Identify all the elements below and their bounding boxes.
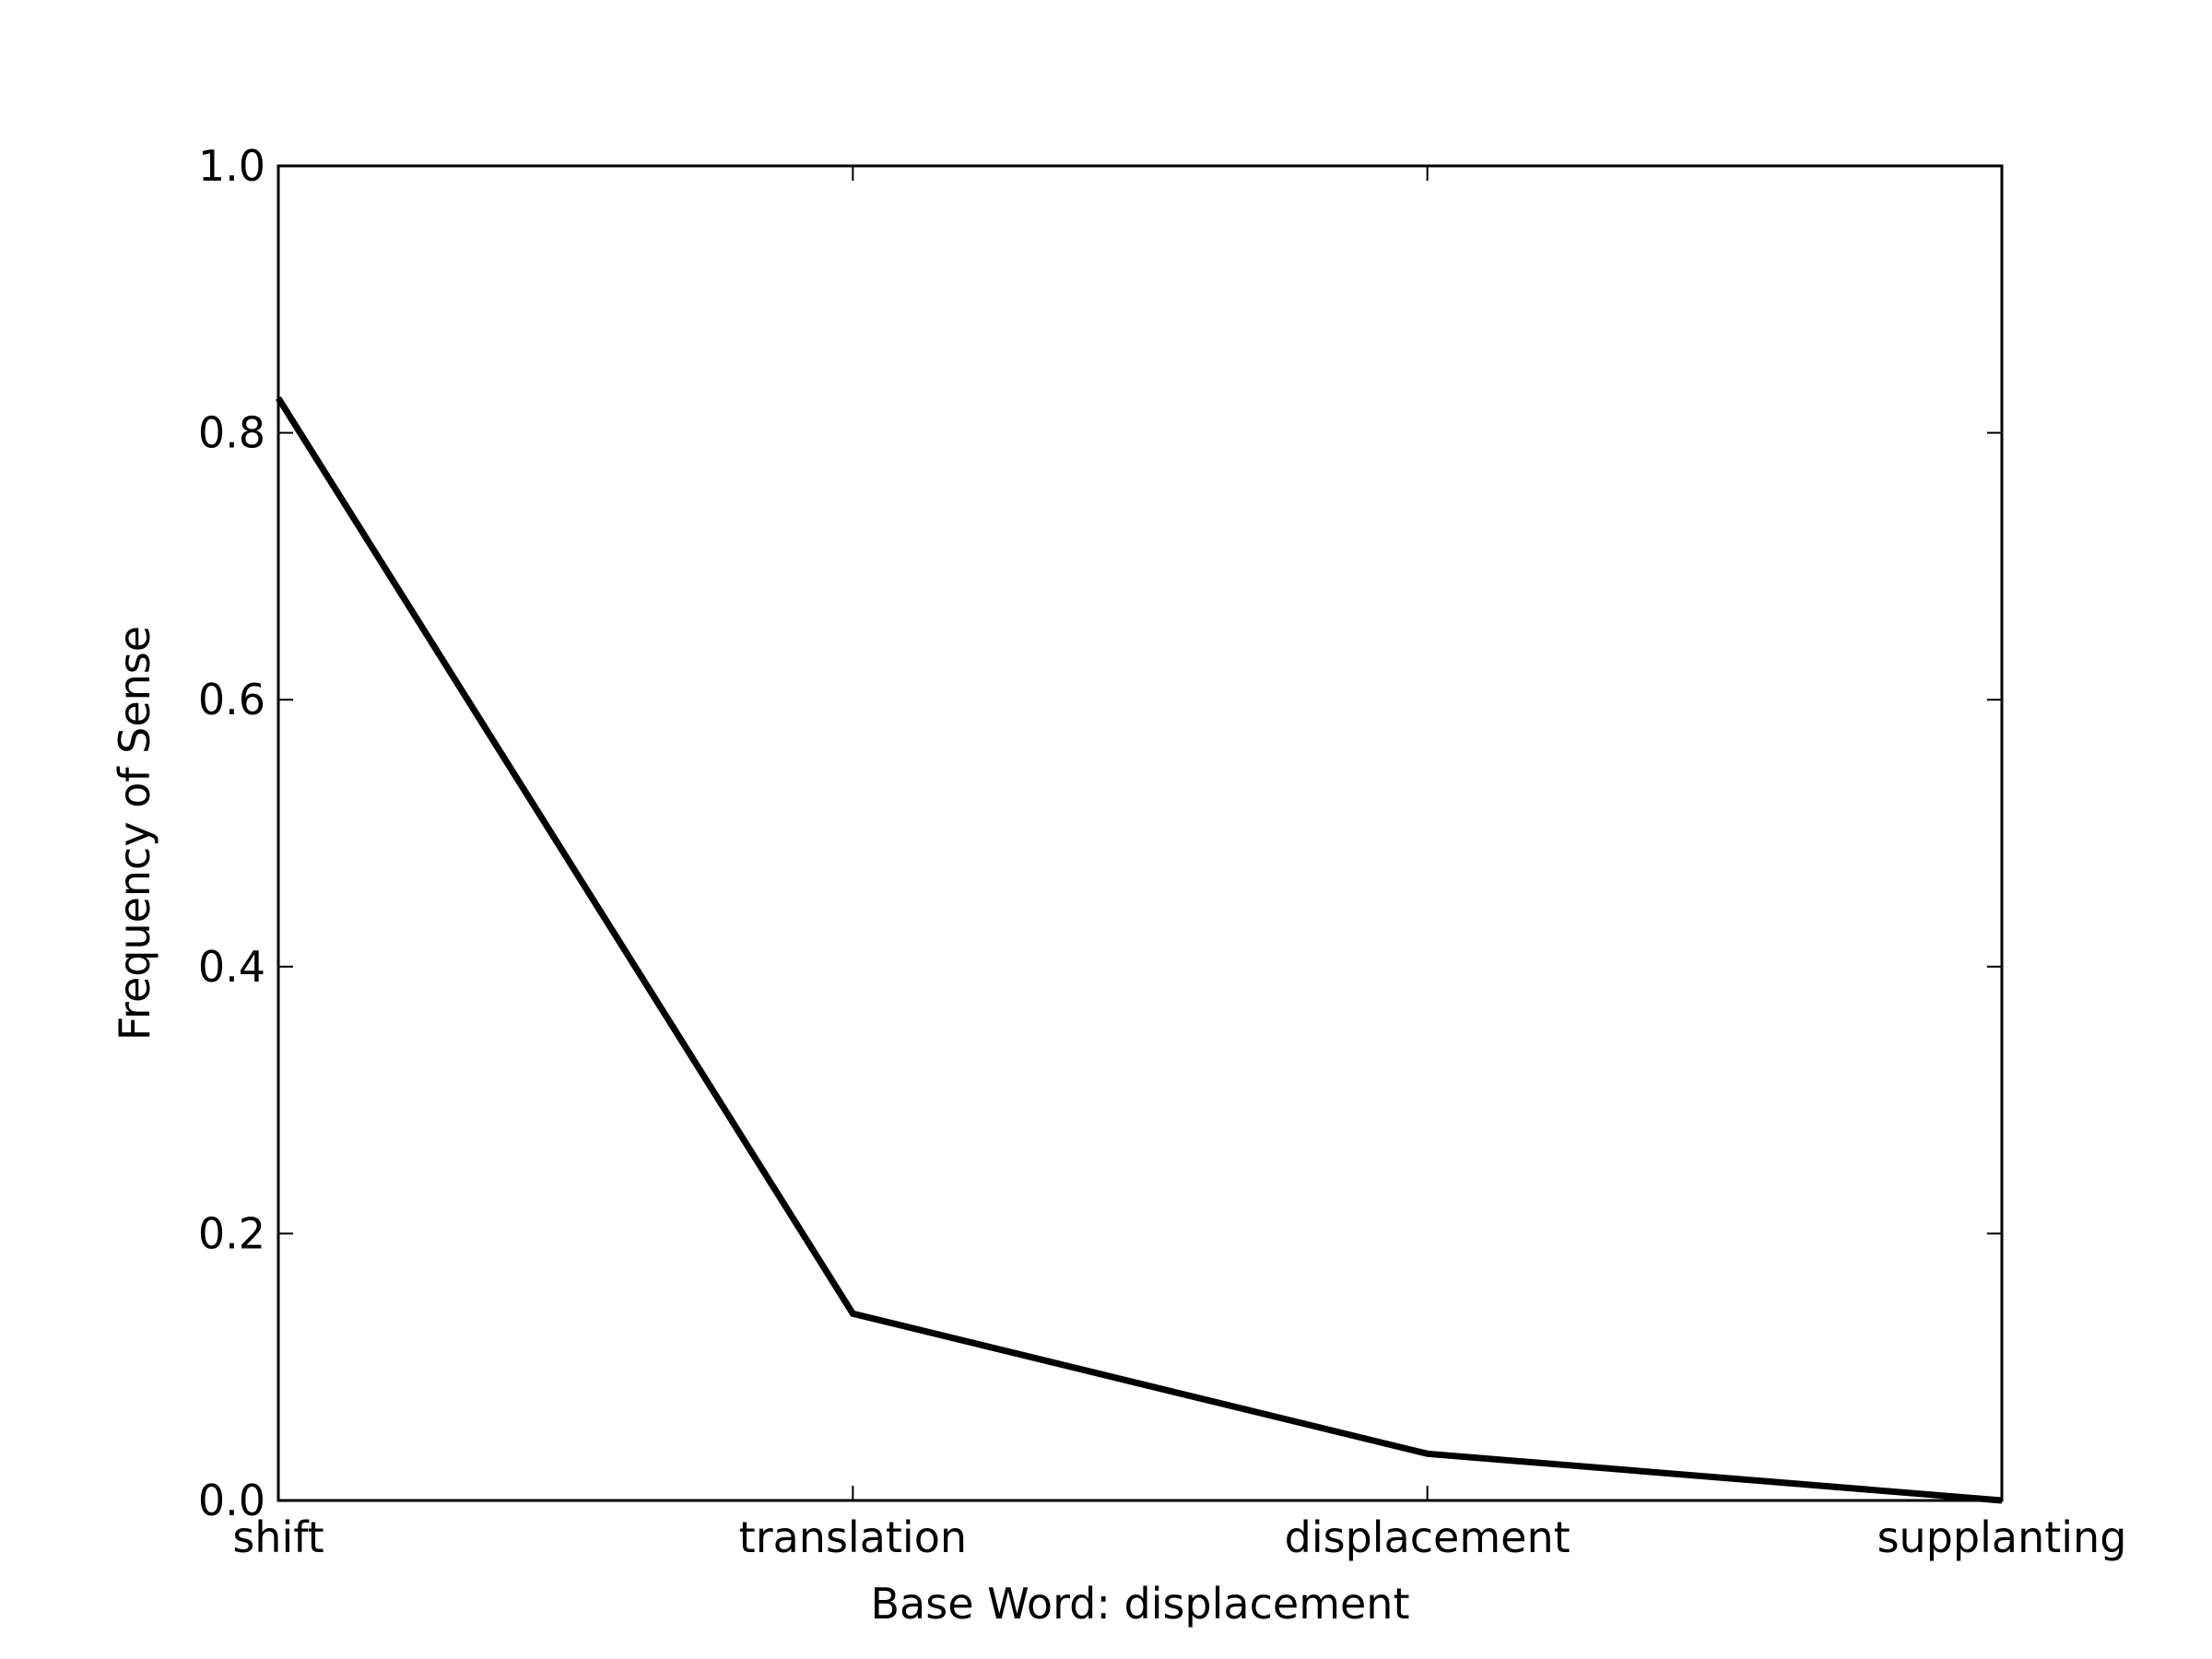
x-tick-label: shift bbox=[232, 1512, 324, 1562]
x-axis-label: Base Word: displacement bbox=[871, 1579, 1410, 1629]
y-axis-label: Frequency of Sense bbox=[110, 626, 159, 1041]
y-tick-label: 0.2 bbox=[198, 1208, 265, 1258]
y-tick-label: 1.0 bbox=[198, 141, 265, 191]
x-tick-label: displacement bbox=[1285, 1512, 1571, 1562]
labels-layer: 0.0 0.2 0.4 0.6 0.8 1.0 shift translation displa… bbox=[198, 141, 2127, 1562]
x-tick-label: translation bbox=[739, 1512, 967, 1562]
y-tick-label: 0.4 bbox=[198, 942, 265, 992]
x-tick-label: supplanting bbox=[1877, 1512, 2127, 1562]
series-line bbox=[276, 396, 2003, 1504]
y-tick-label: 0.6 bbox=[198, 675, 265, 724]
y-tick-label: 0.0 bbox=[198, 1476, 265, 1525]
plot-frame bbox=[276, 164, 2004, 1502]
y-tick-label: 0.8 bbox=[198, 408, 265, 458]
